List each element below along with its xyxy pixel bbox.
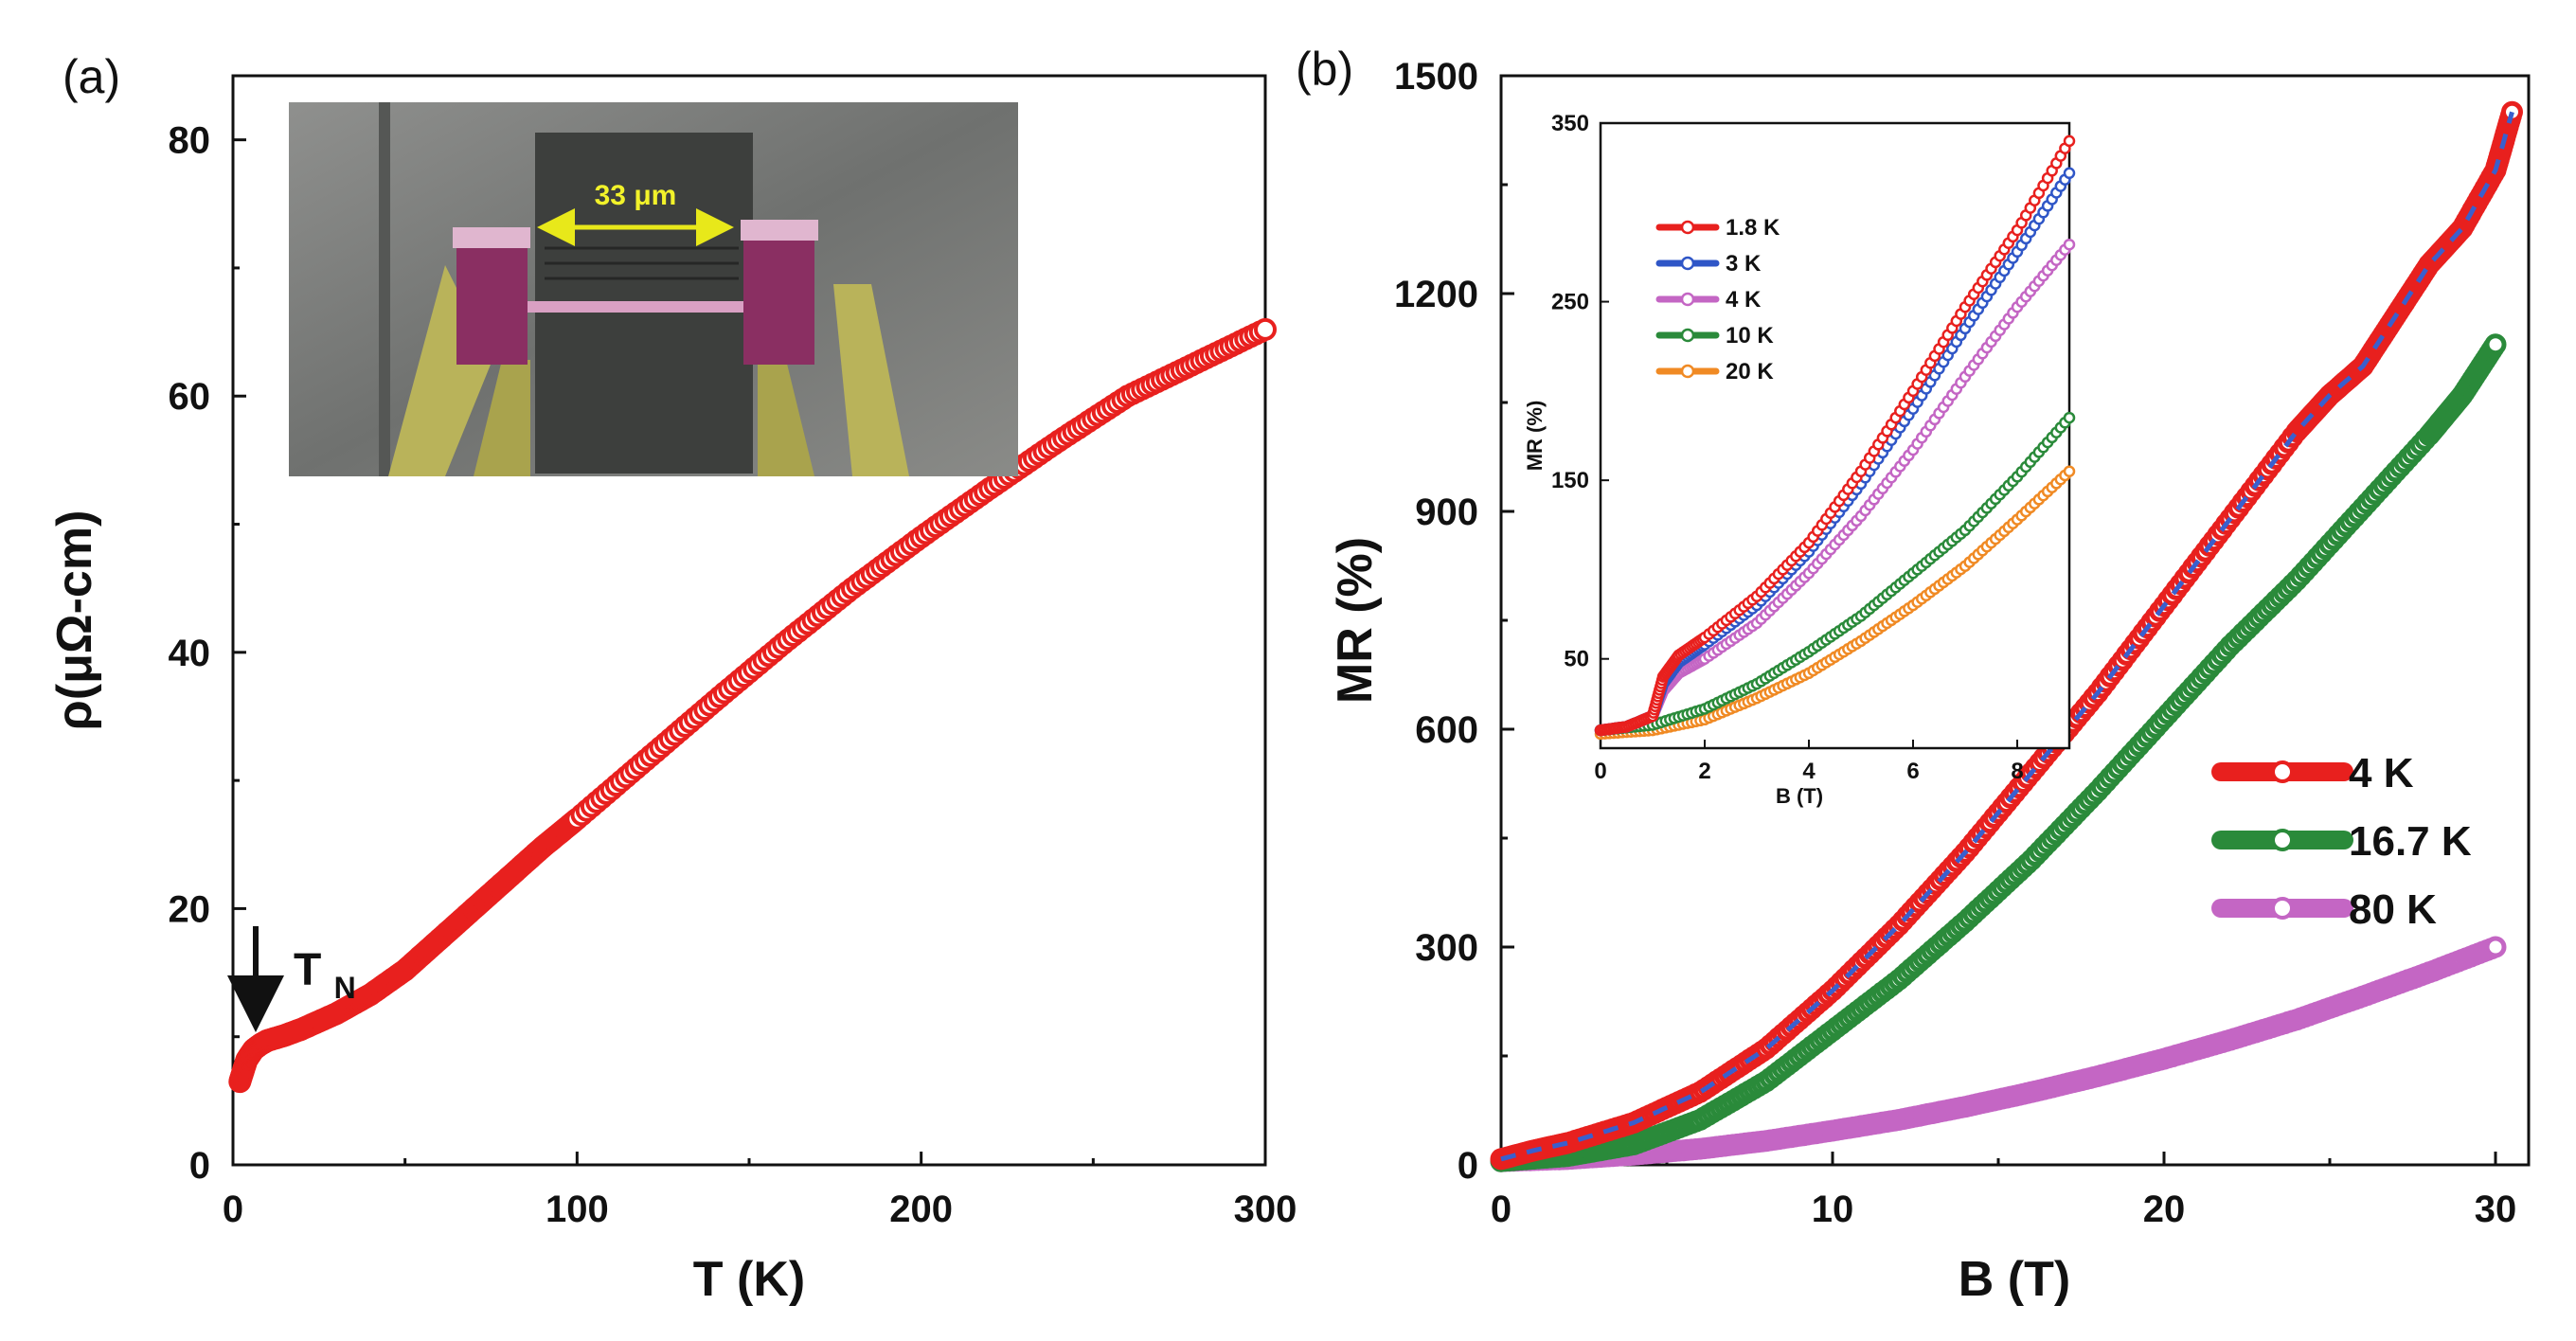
x-tick-label: 0 bbox=[223, 1189, 243, 1230]
data-point-3-k bbox=[2063, 167, 2076, 180]
sem-left-wall bbox=[379, 102, 390, 476]
panel-a-data bbox=[228, 317, 1277, 1094]
x-tick-label: 10 bbox=[1812, 1189, 1854, 1230]
sem-right-pad bbox=[743, 232, 814, 365]
x-tick-label: 0 bbox=[1491, 1189, 1512, 1230]
inset-axes: 0 2 4 6 8 50 150 250 350 bbox=[1551, 111, 2024, 784]
x-tick-label: 200 bbox=[889, 1189, 953, 1230]
series-16-7-k bbox=[1490, 333, 2507, 1172]
inset-legend-marker-3-k bbox=[1680, 256, 1695, 271]
series-1-8-k bbox=[1594, 134, 2076, 737]
panel-b-legend: 4 K 16.7 K 80 K bbox=[2211, 750, 2472, 933]
sem-right-lead bbox=[758, 360, 814, 476]
x-tick-label: 100 bbox=[546, 1189, 609, 1230]
y-tick-label: 1200 bbox=[1394, 274, 1478, 315]
panel-a-axes: 0 100 200 300 0 20 40 60 80 bbox=[169, 120, 1297, 1230]
legend-marker-16-7-k bbox=[2271, 829, 2294, 851]
panel-b-x-axis-title: B (T) bbox=[1959, 1252, 2070, 1307]
panel-b-y-axis-title: MR (%) bbox=[1328, 537, 1383, 704]
tn-subscript: N bbox=[334, 971, 356, 1005]
y-tick-label: 50 bbox=[1564, 647, 1589, 672]
x-tick-label: 300 bbox=[1234, 1189, 1297, 1230]
x-tick-label: 20 bbox=[2143, 1189, 2186, 1230]
inset-legend-marker-20-k bbox=[1680, 364, 1695, 379]
y-tick-label: 0 bbox=[1458, 1145, 1478, 1187]
y-tick-label: 0 bbox=[189, 1145, 210, 1187]
legend-marker-80-k bbox=[2271, 897, 2294, 920]
inset-legend-label-3-k: 3 K bbox=[1726, 251, 1762, 277]
y-tick-label: 300 bbox=[1415, 927, 1478, 969]
legend-marker-4-k bbox=[2271, 760, 2294, 783]
fit-line bbox=[1500, 111, 2514, 1162]
inset-legend-marker-4-k bbox=[1680, 292, 1695, 307]
panel-a-x-axis-title: T (K) bbox=[693, 1252, 805, 1307]
x-tick-label: 6 bbox=[1906, 759, 1919, 784]
sem-left-pad bbox=[456, 232, 528, 365]
series--t- bbox=[228, 317, 1277, 1094]
data-point-16-7-k bbox=[2484, 333, 2507, 356]
sem-right-lead-2 bbox=[833, 284, 909, 476]
data-point-1-8-k bbox=[2063, 134, 2076, 148]
inset-legend-label-20-k: 20 K bbox=[1726, 359, 1774, 384]
tn-annotation: T N bbox=[294, 945, 356, 1005]
y-tick-label: 40 bbox=[169, 633, 211, 674]
legend-label-16-7-k: 16.7 K bbox=[2349, 818, 2472, 865]
inset-legend-label-10-k: 10 K bbox=[1726, 323, 1774, 349]
panel-b-label: (b) bbox=[1296, 43, 1353, 96]
y-tick-label: 20 bbox=[169, 888, 211, 930]
x-tick-label: 30 bbox=[2475, 1189, 2517, 1230]
inset-data bbox=[1594, 134, 2076, 741]
y-tick-label: 350 bbox=[1551, 111, 1589, 136]
series-20-k bbox=[1594, 465, 2076, 741]
y-tick-label: 150 bbox=[1551, 468, 1589, 493]
panel-a-label: (a) bbox=[63, 50, 120, 103]
inset-legend-marker-10-k bbox=[1680, 328, 1695, 343]
scale-bar-label: 33 μm bbox=[595, 180, 677, 211]
sem-bridge bbox=[528, 301, 743, 313]
inset-legend: 1.8 K 3 K 4 K 10 K 20 K bbox=[1655, 215, 1780, 384]
inset-x-axis-title: B (T) bbox=[1776, 784, 1823, 808]
x-tick-label: 8 bbox=[2011, 759, 2023, 784]
inset-legend-label-4-k: 4 K bbox=[1726, 287, 1762, 313]
x-tick-label: 4 bbox=[1802, 759, 1816, 784]
panel-b-inset: 0 2 4 6 8 50 150 250 350 B (T) MR (%) 1.8 K 3 K 4 … bbox=[1523, 111, 2076, 808]
sem-right-pad-top bbox=[741, 220, 818, 241]
inset-y-axis-title: MR (%) bbox=[1523, 401, 1547, 472]
data-point-10-k bbox=[2063, 411, 2076, 424]
tn-symbol: T bbox=[294, 945, 321, 995]
data-point-20-k bbox=[2063, 465, 2076, 477]
inset-legend-label-1-8-k: 1.8 K bbox=[1726, 215, 1780, 241]
y-tick-label: 80 bbox=[169, 120, 211, 162]
y-tick-label: 900 bbox=[1415, 492, 1478, 533]
legend-label-4-k: 4 K bbox=[2349, 750, 2414, 796]
x-tick-label: 0 bbox=[1594, 759, 1606, 784]
y-tick-label: 1500 bbox=[1394, 56, 1478, 98]
panel-a: (a) 0 100 200 300 0 20 40 60 80 T (K) ρ(μΩ-cm) T… bbox=[47, 50, 1297, 1307]
sem-micrograph-inset: 33 μm bbox=[289, 102, 1018, 476]
data-point--t- bbox=[1254, 317, 1277, 341]
panel-b-data bbox=[1490, 100, 2523, 1172]
data-point-80-k bbox=[2484, 936, 2507, 958]
inset-frame bbox=[1599, 121, 2071, 750]
y-tick-label: 600 bbox=[1415, 709, 1478, 751]
y-tick-label: 250 bbox=[1551, 290, 1589, 315]
panel-a-y-axis-title: ρ(μΩ-cm) bbox=[47, 510, 102, 731]
x-tick-label: 2 bbox=[1698, 759, 1710, 784]
inset-legend-marker-1-8-k bbox=[1680, 220, 1695, 235]
sem-left-lead-2 bbox=[474, 360, 530, 476]
sem-left-pad-top bbox=[453, 227, 530, 248]
sem-trench-lines bbox=[545, 246, 739, 280]
data-point-4-k bbox=[2063, 238, 2076, 251]
legend-label-80-k: 80 K bbox=[2349, 886, 2437, 933]
y-tick-label: 60 bbox=[169, 376, 211, 418]
